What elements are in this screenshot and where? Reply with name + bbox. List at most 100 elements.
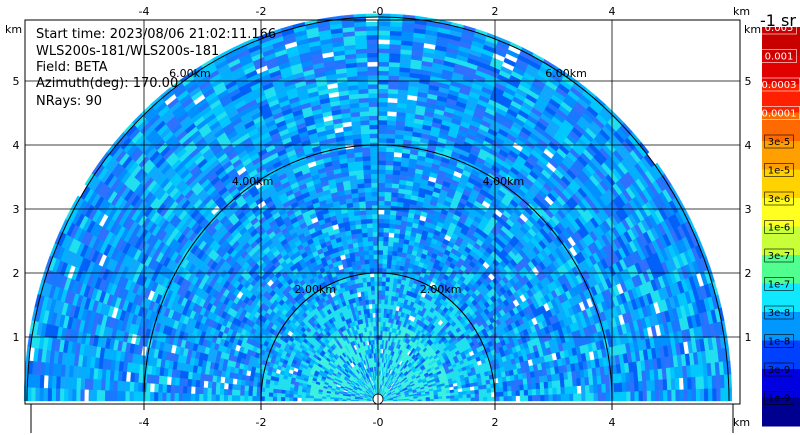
field-cell <box>386 115 397 121</box>
field-cell <box>386 106 398 113</box>
field-cell <box>547 380 553 389</box>
field-cell <box>388 52 401 59</box>
field-cell <box>372 240 379 246</box>
field-cell <box>377 34 390 40</box>
field-cell <box>385 137 396 144</box>
field-cell <box>387 93 398 99</box>
field-cell <box>389 205 397 211</box>
field-cell <box>377 124 388 130</box>
field-cell <box>633 380 640 392</box>
field-cell <box>387 236 394 243</box>
field-cell <box>384 285 390 292</box>
field-cell <box>597 392 603 402</box>
field-cell <box>642 390 648 402</box>
field-cell <box>605 391 611 402</box>
field-cell <box>364 191 372 197</box>
field-cell <box>377 200 385 206</box>
field-cell <box>385 281 390 287</box>
field-cell <box>373 258 379 264</box>
field-cell <box>370 290 375 296</box>
field-cell <box>634 390 640 402</box>
field-cell <box>377 317 381 322</box>
field-cell <box>361 232 368 238</box>
field-cell <box>377 39 390 45</box>
field-cell <box>367 236 374 242</box>
field-cell <box>356 66 368 72</box>
field-cell <box>377 128 387 134</box>
field-cell <box>386 128 396 135</box>
field-cell <box>486 383 492 389</box>
field-cell <box>363 178 372 184</box>
field-cell <box>531 388 537 396</box>
field-cell <box>375 317 379 322</box>
field-cell <box>365 21 379 27</box>
field-cell <box>359 111 370 117</box>
field-cell <box>383 308 388 314</box>
field-cell <box>540 394 545 402</box>
field-cell <box>388 281 394 288</box>
field-cell <box>367 88 379 94</box>
field-cell <box>364 263 370 269</box>
field-cell <box>708 387 713 402</box>
field-cell <box>381 263 388 269</box>
field-cell <box>387 290 393 297</box>
field-cell <box>365 30 379 36</box>
field-cell <box>384 196 392 202</box>
field-cell <box>388 232 395 238</box>
field-cell <box>377 303 382 309</box>
field-cell <box>666 378 672 391</box>
field-cell <box>573 393 578 402</box>
field-cell <box>377 209 385 215</box>
field-cell <box>359 115 370 121</box>
field-cell <box>658 378 664 391</box>
field-cell <box>365 267 371 274</box>
field-cell <box>383 218 390 224</box>
field-cell <box>367 245 374 251</box>
field-cell <box>384 187 392 193</box>
field-cell <box>377 133 387 139</box>
field-cell <box>552 393 558 402</box>
field-cell <box>535 382 541 390</box>
field-cell <box>381 290 386 296</box>
field-cell <box>377 290 382 295</box>
field-cell <box>370 173 379 179</box>
field-cell <box>387 250 393 256</box>
field-cell <box>363 250 369 256</box>
field-cell <box>389 30 402 37</box>
field-cell <box>369 276 375 282</box>
field-cell <box>572 385 578 394</box>
field-cell <box>695 388 701 402</box>
field-cell <box>360 137 371 144</box>
field-cell <box>495 391 500 397</box>
field-cell <box>387 299 392 305</box>
field-cell <box>712 387 717 402</box>
field-cell <box>369 133 379 139</box>
field-cell <box>377 281 383 287</box>
field-cell <box>390 263 396 270</box>
field-cell <box>601 383 607 393</box>
field-cell <box>377 178 386 184</box>
field-cell <box>380 316 384 323</box>
field-cell <box>494 386 500 393</box>
field-cell <box>367 92 379 99</box>
field-cell <box>377 276 383 282</box>
field-cell <box>519 384 525 391</box>
field-cell <box>581 392 586 402</box>
field-cell <box>389 214 397 220</box>
field-cell <box>515 395 521 402</box>
field-cell <box>650 379 656 391</box>
field-cell <box>552 387 558 395</box>
field-cell <box>377 160 386 166</box>
field-cell <box>658 389 664 402</box>
field-cell <box>368 263 375 269</box>
field-cell <box>515 384 521 391</box>
field-cell <box>368 124 379 130</box>
field-cell <box>372 249 379 255</box>
field-cell <box>383 213 391 220</box>
field-cell <box>377 294 382 300</box>
field-cell <box>386 259 392 265</box>
field-cell <box>613 382 619 393</box>
field-cell <box>388 66 400 72</box>
field-cell <box>507 390 513 397</box>
field-cell <box>605 383 611 393</box>
